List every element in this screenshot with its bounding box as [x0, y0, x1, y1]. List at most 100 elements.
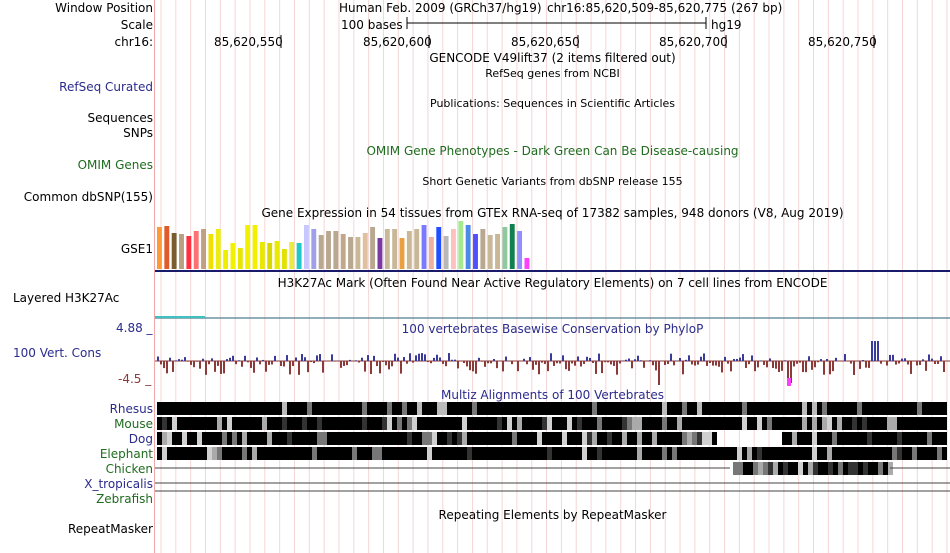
- alignment-block: [922, 402, 927, 415]
- alignment-block: [372, 447, 377, 460]
- alignment-block: [677, 432, 682, 445]
- phylop-bar-positive: [397, 357, 399, 361]
- alignment-block: [417, 447, 422, 460]
- refseq-track-title[interactable]: RefSeq genes from NCBI: [485, 67, 620, 80]
- multiz-track-title[interactable]: Multiz Alignments of 100 Vertebrates: [440, 388, 665, 402]
- alignment-block: [857, 402, 862, 415]
- alignment-block: [367, 402, 372, 415]
- phylop-bar-positive: [286, 355, 288, 361]
- alignment-block: [882, 432, 887, 445]
- species-label-mouse[interactable]: Mouse: [114, 417, 153, 431]
- alignment-block: [782, 447, 787, 460]
- dbsnp-label[interactable]: Common dbSNP(155): [23, 190, 153, 204]
- alignment-block: [477, 417, 482, 430]
- alignment-block: [357, 402, 362, 415]
- alignment-block: [677, 417, 682, 430]
- alignment-block: [387, 432, 392, 445]
- species-label-rhesus[interactable]: Rhesus: [109, 402, 153, 416]
- snps-label[interactable]: SNPs: [123, 126, 153, 140]
- phylop-bar-negative: [265, 361, 267, 372]
- publications-track-title[interactable]: Publications: Sequences in Scientific Ar…: [430, 97, 675, 110]
- alignment-block: [307, 402, 312, 415]
- gtex-gene-label[interactable]: GSE1: [120, 242, 153, 256]
- alignment-block: [467, 447, 472, 460]
- phylop-bar-positive: [184, 357, 186, 361]
- alignment-block: [732, 417, 737, 430]
- phylop-bar-negative: [694, 361, 696, 366]
- alignment-block: [833, 462, 838, 475]
- alignment-block: [232, 432, 237, 445]
- phylop-bar-positive: [634, 359, 636, 361]
- dbsnp-track-title[interactable]: Short Genetic Variants from dbSNP releas…: [422, 175, 683, 188]
- phylop-bar-negative: [823, 361, 825, 375]
- alignment-block: [692, 447, 697, 460]
- alignment-block: [227, 447, 232, 460]
- track-label-divider: [154, 0, 155, 553]
- alignment-block: [232, 417, 237, 430]
- alignment-block: [927, 432, 932, 445]
- alignment-block: [257, 432, 262, 445]
- alignment-block: [197, 447, 202, 460]
- alignment-block: [292, 417, 297, 430]
- species-label-x-tropicalis[interactable]: X_tropicalis: [84, 477, 153, 491]
- phylop-bar-positive: [244, 355, 246, 361]
- alignment-block: [452, 417, 457, 430]
- browser-data-area[interactable]: [155, 0, 950, 553]
- phylop-bar-negative: [559, 361, 561, 364]
- gencode-track-title[interactable]: GENCODE V49lift37 (2 items filtered out): [429, 51, 676, 65]
- species-label-chicken[interactable]: Chicken: [105, 462, 153, 476]
- species-label-elephant[interactable]: Elephant: [99, 447, 153, 461]
- phylop-bar-positive: [892, 354, 894, 361]
- phylop-bar-negative: [829, 361, 831, 375]
- phylop-bar-negative: [601, 361, 603, 374]
- alignment-block: [642, 447, 647, 460]
- gtex-tissue-bar: [318, 235, 324, 269]
- alignment-block: [697, 417, 702, 430]
- alignment-block: [617, 402, 622, 415]
- alignment-block: [777, 447, 782, 460]
- alignment-block: [592, 402, 597, 415]
- alignment-block: [802, 432, 807, 445]
- sequences-label[interactable]: Sequences: [87, 111, 153, 125]
- alignment-block: [157, 447, 162, 460]
- repeatmasker-label[interactable]: RepeatMasker: [67, 522, 153, 536]
- omim-track-title[interactable]: OMIM Gene Phenotypes - Dark Green Can Be…: [366, 144, 739, 158]
- alignment-block: [492, 447, 497, 460]
- phylop-bar-positive: [769, 358, 771, 361]
- phylop-bar-positive: [928, 354, 930, 361]
- alignment-block: [667, 447, 672, 460]
- refseq-curated-label[interactable]: RefSeq Curated: [59, 80, 153, 94]
- phylop-label[interactable]: 100 Vert. Cons: [13, 346, 102, 360]
- alignment-block: [172, 432, 177, 445]
- omim-genes-label[interactable]: OMIM Genes: [77, 158, 153, 172]
- alignment-block: [332, 417, 337, 430]
- alignment-block: [768, 462, 773, 475]
- alignment-block: [672, 432, 677, 445]
- phylop-bar-negative: [745, 361, 747, 368]
- phylop-bar-negative: [754, 361, 756, 372]
- alignment-block: [627, 417, 632, 430]
- alignment-block: [877, 417, 882, 430]
- alignment-block: [692, 402, 697, 415]
- alignment-block: [757, 417, 762, 430]
- phylop-bar-negative: [898, 361, 900, 364]
- alignment-block: [612, 402, 617, 415]
- browser-image[interactable]: [155, 0, 950, 553]
- gtex-track-title[interactable]: Gene Expression in 54 tissues from GTEx …: [261, 206, 844, 220]
- phylop-bar-positive: [676, 360, 678, 361]
- alignment-block: [537, 447, 542, 460]
- phylop-track-title[interactable]: 100 vertebrates Basewise Conservation by…: [401, 322, 704, 336]
- phylop-bar-negative: [502, 361, 504, 372]
- species-label-zebrafish[interactable]: Zebrafish: [96, 492, 153, 506]
- alignment-block: [852, 432, 857, 445]
- h3k27ac-track-title[interactable]: H3K27Ac Mark (Often Found Near Active Re…: [277, 276, 828, 290]
- alignment-block: [757, 402, 762, 415]
- alignment-block: [792, 447, 797, 460]
- alignment-block: [352, 432, 357, 445]
- repeatmasker-track-title[interactable]: Repeating Elements by RepeatMasker: [438, 508, 667, 522]
- species-label-dog[interactable]: Dog: [128, 432, 153, 446]
- gtex-tissue-bar: [304, 225, 309, 269]
- alignment-block: [272, 447, 277, 460]
- h3k27ac-label[interactable]: Layered H3K27Ac: [13, 291, 120, 305]
- alignment-block: [537, 417, 542, 430]
